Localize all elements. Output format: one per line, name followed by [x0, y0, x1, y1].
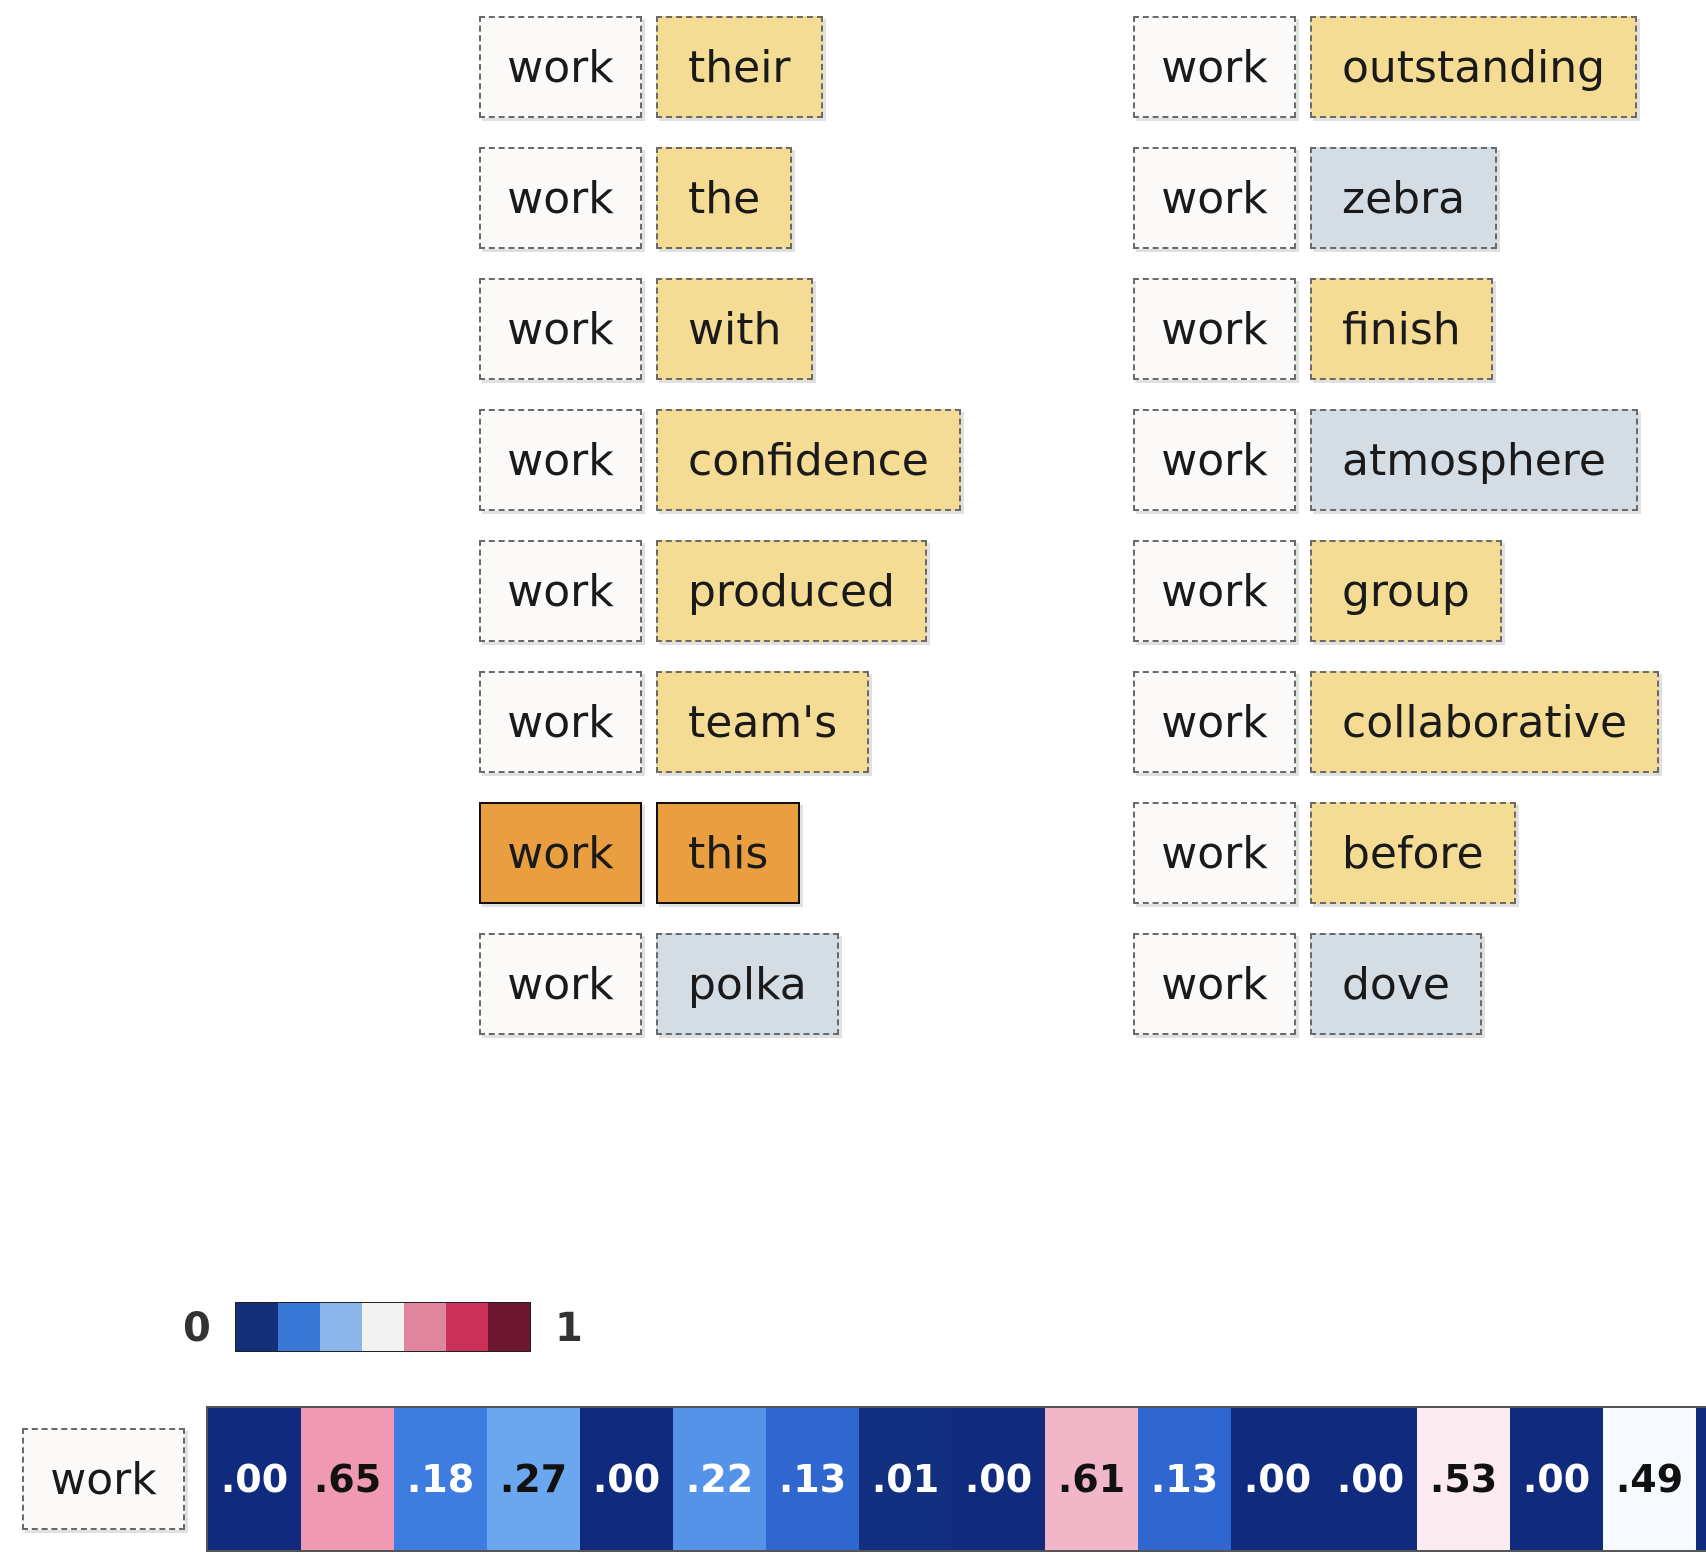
key-token: with — [656, 278, 814, 380]
token-pair: work dove — [1133, 933, 1482, 1035]
heatmap-cell: .00 — [208, 1408, 301, 1550]
key-token: zebra — [1310, 147, 1498, 249]
legend-swatch — [446, 1303, 488, 1351]
query-token: work — [1133, 16, 1296, 118]
token-pair: work polka — [479, 933, 839, 1035]
heatmap-cell: .53 — [1417, 1408, 1510, 1550]
heatmap-cell: .13 — [1138, 1408, 1231, 1550]
key-token: their — [656, 16, 823, 118]
attention-heatmap-strip: .00.65.18.27.00.22.13.01.00.61.13.00.00.… — [206, 1406, 1706, 1552]
query-token: work — [1133, 671, 1296, 773]
key-token: produced — [656, 540, 927, 642]
key-token: polka — [656, 933, 839, 1035]
legend-swatch — [362, 1303, 404, 1351]
heatmap-cell: .27 — [487, 1408, 580, 1550]
legend-swatch — [278, 1303, 320, 1351]
token-pair: work the — [479, 147, 793, 249]
token-pair-grid: work their work the work with work confidence wo… — [479, 16, 1660, 1035]
query-token: work — [479, 933, 642, 1035]
query-token: work — [1133, 409, 1296, 511]
legend-swatch — [320, 1303, 362, 1351]
key-token: finish — [1310, 278, 1493, 380]
heatmap-cell: .13 — [766, 1408, 859, 1550]
heatmap-cell: .18 — [394, 1408, 487, 1550]
token-pair: work group — [1133, 540, 1502, 642]
key-token: group — [1310, 540, 1502, 642]
token-pair: work finish — [1133, 278, 1493, 380]
heatmap-cell: .00 — [1510, 1408, 1603, 1550]
key-token: this — [656, 802, 801, 904]
query-token: work — [479, 278, 642, 380]
key-token: outstanding — [1310, 16, 1638, 118]
token-pair: work their — [479, 16, 823, 118]
heatmap-cell: .00 — [580, 1408, 673, 1550]
token-pair: work this — [479, 802, 801, 904]
heatmap-cell: .01 — [859, 1408, 952, 1550]
legend-color-bar — [235, 1302, 531, 1352]
token-pair: work outstanding — [1133, 16, 1638, 118]
query-token: work — [1133, 802, 1296, 904]
query-token: work — [479, 671, 642, 773]
heatmap-cell: .00 — [1231, 1408, 1324, 1550]
legend-swatch — [236, 1303, 278, 1351]
token-pair: work produced — [479, 540, 927, 642]
heatmap-cell — [1696, 1408, 1706, 1550]
heatmap-cell: .65 — [301, 1408, 394, 1550]
query-token: work — [1133, 147, 1296, 249]
token-pair: work team's — [479, 671, 870, 773]
key-token: team's — [656, 671, 870, 773]
legend-max-label: 1 — [555, 1305, 583, 1351]
query-token: work — [479, 147, 642, 249]
query-token: work — [479, 540, 642, 642]
token-pair: work collaborative — [1133, 671, 1660, 773]
query-token: work — [1133, 540, 1296, 642]
legend-swatch — [404, 1303, 446, 1351]
token-pair: work zebra — [1133, 147, 1498, 249]
legend-min-label: 0 — [183, 1305, 211, 1351]
key-token: before — [1310, 802, 1516, 904]
heatmap-cell: .61 — [1045, 1408, 1138, 1550]
heatmap-cell: .00 — [1324, 1408, 1417, 1550]
token-pair: work atmosphere — [1133, 409, 1638, 511]
legend-swatch — [488, 1303, 530, 1351]
key-token: confidence — [656, 409, 961, 511]
query-token: work — [1133, 278, 1296, 380]
key-token: atmosphere — [1310, 409, 1638, 511]
query-token: work — [1133, 933, 1296, 1035]
heatmap-query-token: work — [22, 1428, 185, 1530]
heatmap-cell: .22 — [673, 1408, 766, 1550]
heatmap-cell: .00 — [952, 1408, 1045, 1550]
token-pair: work with — [479, 278, 814, 380]
key-token: the — [656, 147, 793, 249]
heatmap-cell: .49 — [1603, 1408, 1696, 1550]
query-token: work — [479, 409, 642, 511]
key-token: collaborative — [1310, 671, 1660, 773]
query-token: work — [479, 16, 642, 118]
token-pair: work confidence — [479, 409, 961, 511]
key-token: dove — [1310, 933, 1482, 1035]
query-token: work — [479, 802, 642, 904]
token-pair: work before — [1133, 802, 1516, 904]
